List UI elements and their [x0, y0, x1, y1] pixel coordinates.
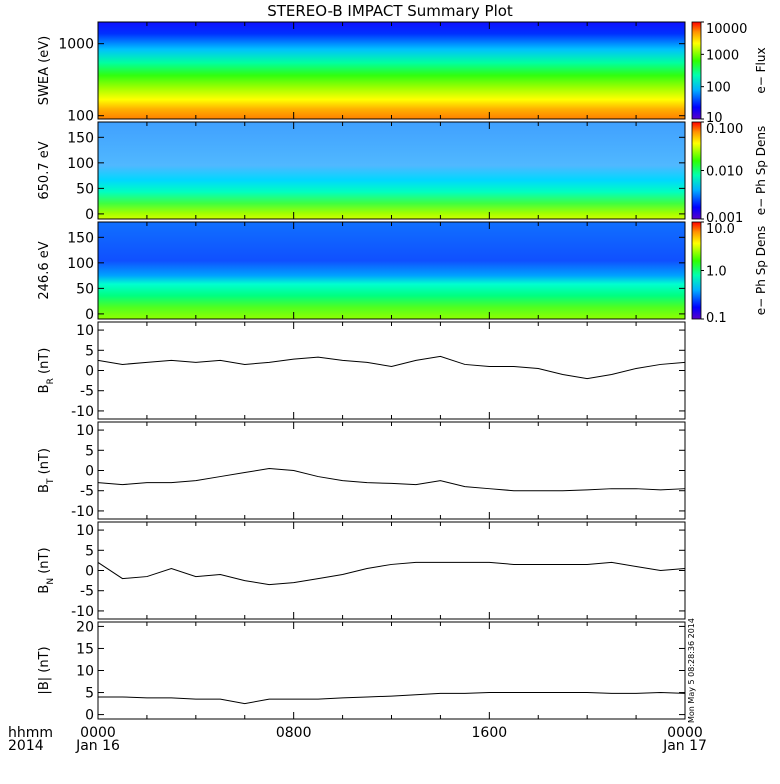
timestamp-stamp: Mon May 5 08:28:36 2014: [687, 618, 696, 723]
y-axis-label: BT (nT): [37, 448, 56, 493]
spectrogram-2: [98, 222, 685, 319]
colorbar-tick-label: 0.001: [706, 211, 743, 226]
colorbar-tick-label: 10: [706, 111, 723, 126]
panel-2: 0.1 1.0 10.0 e− Ph Sp Dens 0 50 100 150 246.6 eV: [37, 221, 768, 326]
y-axis-label: |B| (nT): [37, 646, 52, 694]
y-tick-label: -10: [71, 504, 94, 520]
colorbar-1: [691, 121, 702, 220]
y-tick-label: 5: [85, 686, 94, 702]
y-tick-label: 150: [67, 130, 94, 146]
time-tick-label: 0000: [80, 725, 116, 741]
spectrogram-1: [98, 122, 685, 219]
y-axis-label-sub: T: [46, 478, 56, 485]
colorbar-label: e− Flux: [754, 47, 768, 93]
panel-6: 0 5 10 15 20 |B| (nT): [37, 619, 686, 724]
y-axis-label-unit: (nT): [37, 547, 52, 577]
colorbar-tick-label: 0.010: [706, 165, 743, 180]
time-tick-date: Jan 17: [662, 738, 707, 754]
panel-frame: [97, 621, 686, 720]
y-tick-label: 0: [85, 708, 94, 724]
colorbar-tick-label: 0.100: [706, 122, 743, 137]
y-tick-label: 0: [85, 307, 94, 323]
y-tick-label: -5: [80, 584, 94, 600]
y-tick-label: 10: [76, 523, 94, 539]
y-tick-label: 10: [76, 664, 94, 680]
panel-0: 10 100 1000 10000 e− Flux 100 1000 SWEA (eV): [37, 21, 768, 126]
colorbar-tick-label: 1000: [706, 48, 739, 63]
series-line-4: [97, 467, 686, 492]
y-tick-label: 10: [76, 323, 94, 339]
y-axis-label-unit: (nT): [37, 348, 52, 378]
y-tick-label: -5: [80, 384, 94, 400]
y-tick-label: 0: [85, 364, 94, 380]
time-axis-label: hhmm: [8, 725, 53, 741]
y-tick-label: -10: [71, 404, 94, 420]
y-axis-label-sub: R: [46, 378, 56, 384]
colorbar-label: e− Ph Sp Dens: [754, 126, 768, 215]
panel-3: -10 -5 0 5 10 BR (nT): [37, 321, 686, 420]
colorbar-tick-label: 10000: [706, 22, 747, 37]
y-tick-label: 0: [85, 464, 94, 480]
y-tick-label: -5: [80, 484, 94, 500]
y-axis-label: 650.7 eV: [37, 141, 52, 199]
y-tick-label: 100: [67, 256, 94, 272]
time-axis-year: 2014: [8, 738, 44, 754]
series-line-6: [98, 692, 686, 705]
panel-frame: [97, 321, 686, 420]
y-tick-label: 1000: [58, 37, 94, 53]
panel-frame: [97, 421, 686, 520]
time-tick-label: 0800: [276, 725, 312, 741]
colorbar-tick-label: 1.0: [706, 265, 727, 280]
y-tick-label: 15: [76, 641, 94, 657]
colorbar-tick-label: 100: [706, 81, 731, 96]
colorbar-label: e− Ph Sp Dens: [754, 226, 768, 315]
series-line-3: [97, 355, 686, 380]
y-axis-label: SWEA (eV): [37, 36, 52, 105]
y-tick-label: 5: [85, 443, 94, 459]
panel-1: 0.001 0.010 0.100 e− Ph Sp Dens 0 50 100 150 650…: [37, 121, 768, 226]
y-axis-label: BN (nT): [37, 547, 56, 593]
panel-4: -10 -5 0 5 10 BT (nT): [37, 421, 686, 520]
y-axis-label: 246.6 eV: [37, 241, 52, 299]
y-tick-label: 5: [85, 543, 94, 559]
colorbar-0: [691, 21, 702, 120]
panel-frame: [97, 521, 686, 620]
y-tick-label: 100: [67, 109, 94, 125]
y-tick-label: 0: [85, 207, 94, 223]
y-tick-label: 10: [76, 423, 94, 439]
time-tick-label: 0000: [667, 725, 703, 741]
panel-5: -10 -5 0 5 10 BN (nT): [37, 521, 686, 620]
spectrogram-0: [98, 22, 685, 119]
y-tick-label: 100: [67, 156, 94, 172]
time-tick-label: 1600: [472, 725, 508, 741]
y-tick-label: 20: [76, 619, 94, 635]
series-line-5: [97, 561, 686, 586]
y-axis-label: BR (nT): [37, 348, 56, 394]
y-tick-label: 50: [76, 281, 94, 297]
y-tick-label: 0: [85, 564, 94, 580]
colorbar-2: [691, 221, 702, 320]
y-tick-label: 5: [85, 343, 94, 359]
y-tick-label: 150: [67, 230, 94, 246]
colorbar-tick-label: 10.0: [706, 222, 735, 237]
y-axis-label-sub: N: [46, 578, 56, 585]
plot-title: STEREO-B IMPACT Summary Plot: [267, 2, 513, 20]
y-tick-label: -10: [71, 604, 94, 620]
y-axis-label-unit: (nT): [37, 448, 52, 478]
colorbar-tick-label: 0.1: [706, 311, 727, 326]
time-tick-date: Jan 16: [75, 738, 120, 754]
y-tick-label: 50: [76, 181, 94, 197]
